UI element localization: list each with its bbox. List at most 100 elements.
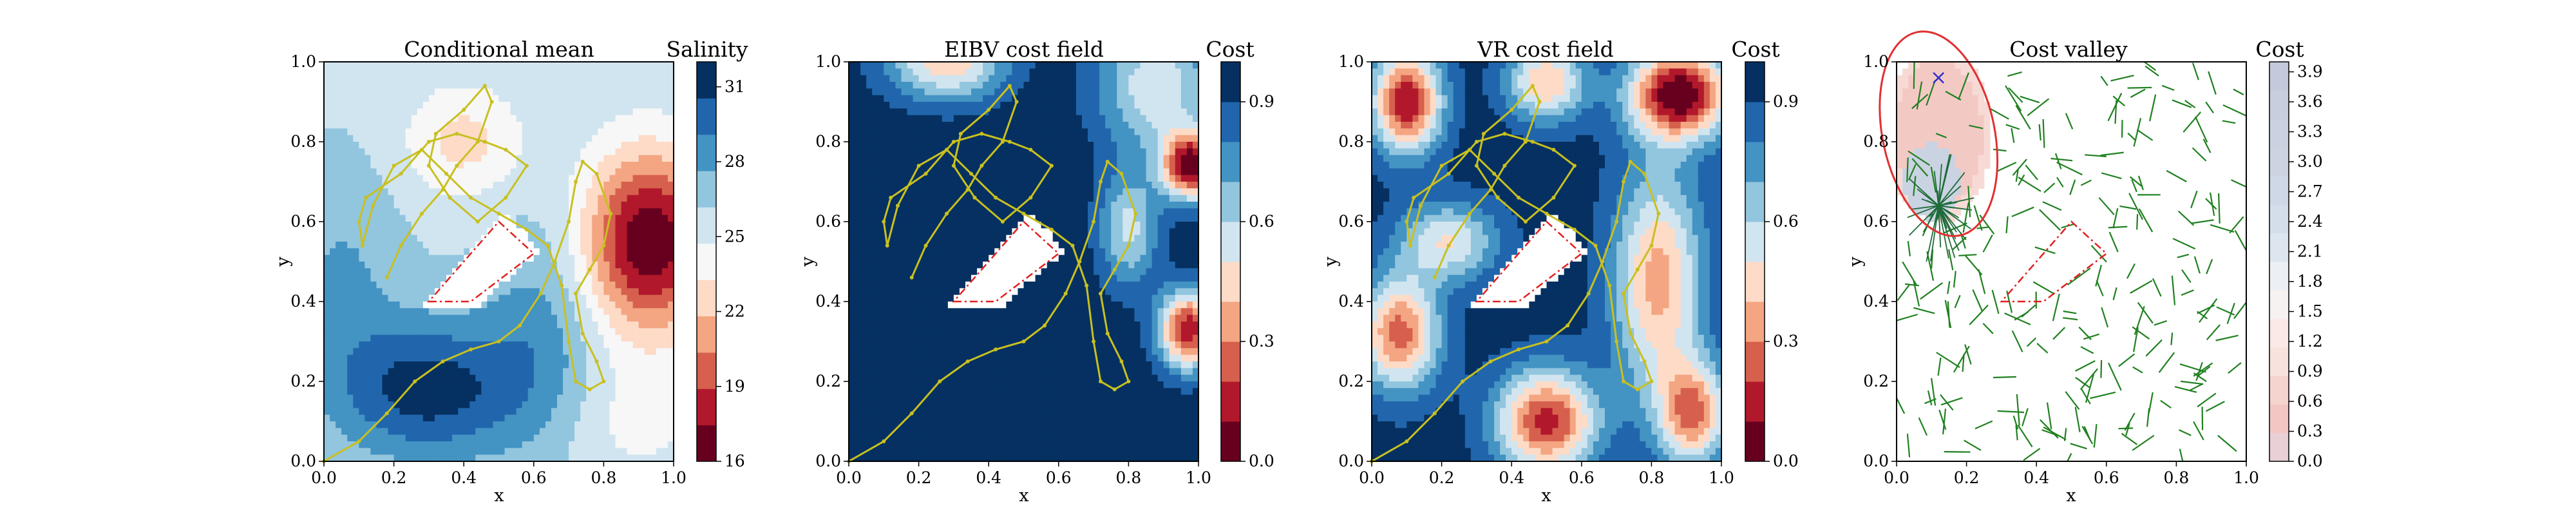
heatmap-cell xyxy=(872,235,878,242)
heatmap-cell xyxy=(394,361,401,369)
heatmap-cell xyxy=(528,195,535,202)
heatmap-cell xyxy=(866,228,873,235)
heatmap-cell xyxy=(353,148,359,155)
heatmap-cell xyxy=(609,148,616,155)
heatmap-cell xyxy=(627,315,634,322)
heatmap-cell xyxy=(551,148,558,155)
heatmap-cell xyxy=(907,295,914,302)
heatmap-cell xyxy=(324,95,330,102)
heatmap-cell xyxy=(423,82,430,89)
heatmap-cell xyxy=(574,328,581,335)
heatmap-cell xyxy=(446,162,453,169)
heatmap-cell xyxy=(475,421,482,428)
heatmap-cell xyxy=(960,341,966,349)
heatmap-cell xyxy=(919,155,925,162)
heatmap-cell xyxy=(948,435,954,442)
heatmap-cell xyxy=(639,348,645,355)
heatmap-cell xyxy=(365,142,371,149)
heatmap-cell xyxy=(598,268,604,275)
heatmap-cell xyxy=(423,282,430,289)
heatmap-cell xyxy=(954,328,960,335)
heatmap-cell xyxy=(528,441,535,448)
heatmap-cell xyxy=(563,115,569,122)
heatmap-cell xyxy=(872,95,878,102)
heatmap-cell xyxy=(540,68,546,75)
heatmap-cell xyxy=(954,248,960,255)
heatmap-cell xyxy=(341,355,348,362)
heatmap-cell xyxy=(580,102,587,109)
heatmap-cell xyxy=(645,68,651,75)
heatmap-cell xyxy=(359,148,365,155)
heatmap-cell xyxy=(475,62,482,69)
heatmap-cell xyxy=(406,102,412,109)
heatmap-cell xyxy=(580,348,587,355)
heatmap-cell xyxy=(458,142,464,149)
heatmap-cell xyxy=(353,295,359,302)
heatmap-cell xyxy=(522,195,529,202)
heatmap-cell xyxy=(849,108,855,115)
heatmap-cell xyxy=(656,68,663,75)
heatmap-cell xyxy=(522,321,529,329)
heatmap-cell xyxy=(388,88,395,95)
heatmap-cell xyxy=(656,288,663,295)
heatmap-cell xyxy=(948,355,954,362)
heatmap-cell xyxy=(423,188,430,195)
heatmap-cell xyxy=(423,328,430,335)
heatmap-cell xyxy=(656,448,663,455)
heatmap-cell xyxy=(452,308,459,315)
heatmap-cell xyxy=(889,282,896,289)
heatmap-cell xyxy=(336,275,342,282)
heatmap-cell xyxy=(511,95,517,102)
heatmap-cell xyxy=(656,195,663,202)
heatmap-cell xyxy=(603,348,610,355)
heatmap-cell xyxy=(860,282,867,289)
heatmap-cell xyxy=(516,95,523,102)
heatmap-cell xyxy=(388,441,395,448)
heatmap-cell xyxy=(925,275,931,282)
heatmap-cell xyxy=(942,115,949,122)
heatmap-cell xyxy=(913,282,920,289)
heatmap-cell xyxy=(464,228,470,235)
heatmap-cell xyxy=(400,248,406,255)
heatmap-cell xyxy=(650,88,657,95)
heatmap-cell xyxy=(551,82,558,89)
heatmap-cell xyxy=(406,435,412,442)
heatmap-cell xyxy=(388,82,395,89)
heatmap-cell xyxy=(860,302,867,309)
heatmap-cell xyxy=(872,222,878,229)
heatmap-cell xyxy=(569,162,575,169)
heatmap-cell xyxy=(499,82,506,89)
heatmap-cell xyxy=(913,242,920,249)
heatmap-cell xyxy=(586,95,592,102)
heatmap-cell xyxy=(505,82,511,89)
heatmap-cell xyxy=(965,222,972,229)
heatmap-cell xyxy=(336,222,342,229)
heatmap-cell xyxy=(458,328,464,335)
heatmap-cell xyxy=(913,428,920,435)
heatmap-cell xyxy=(370,142,377,149)
heatmap-cell xyxy=(522,455,529,462)
heatmap-cell xyxy=(954,82,960,89)
heatmap-cell xyxy=(609,395,616,402)
heatmap-cell xyxy=(440,455,447,462)
heatmap-cell xyxy=(383,222,389,229)
heatmap-cell xyxy=(889,62,896,69)
heatmap-cell xyxy=(872,88,878,95)
heatmap-cell xyxy=(394,348,401,355)
trajectory-point xyxy=(490,100,494,104)
heatmap-cell xyxy=(563,155,569,162)
trajectory-point xyxy=(361,244,365,247)
heatmap-cell xyxy=(365,255,371,262)
heatmap-cell xyxy=(907,401,914,408)
heatmap-cell xyxy=(954,288,960,295)
heatmap-cell xyxy=(528,375,535,382)
heatmap-cell xyxy=(633,315,639,322)
heatmap-cell xyxy=(557,215,564,222)
heatmap-cell xyxy=(551,162,558,169)
heatmap-cell xyxy=(347,142,354,149)
heatmap-cell xyxy=(872,82,878,89)
heatmap-cell xyxy=(417,428,424,435)
heatmap-cell xyxy=(563,95,569,102)
heatmap-cell xyxy=(336,102,342,109)
heatmap-cell xyxy=(569,242,575,249)
